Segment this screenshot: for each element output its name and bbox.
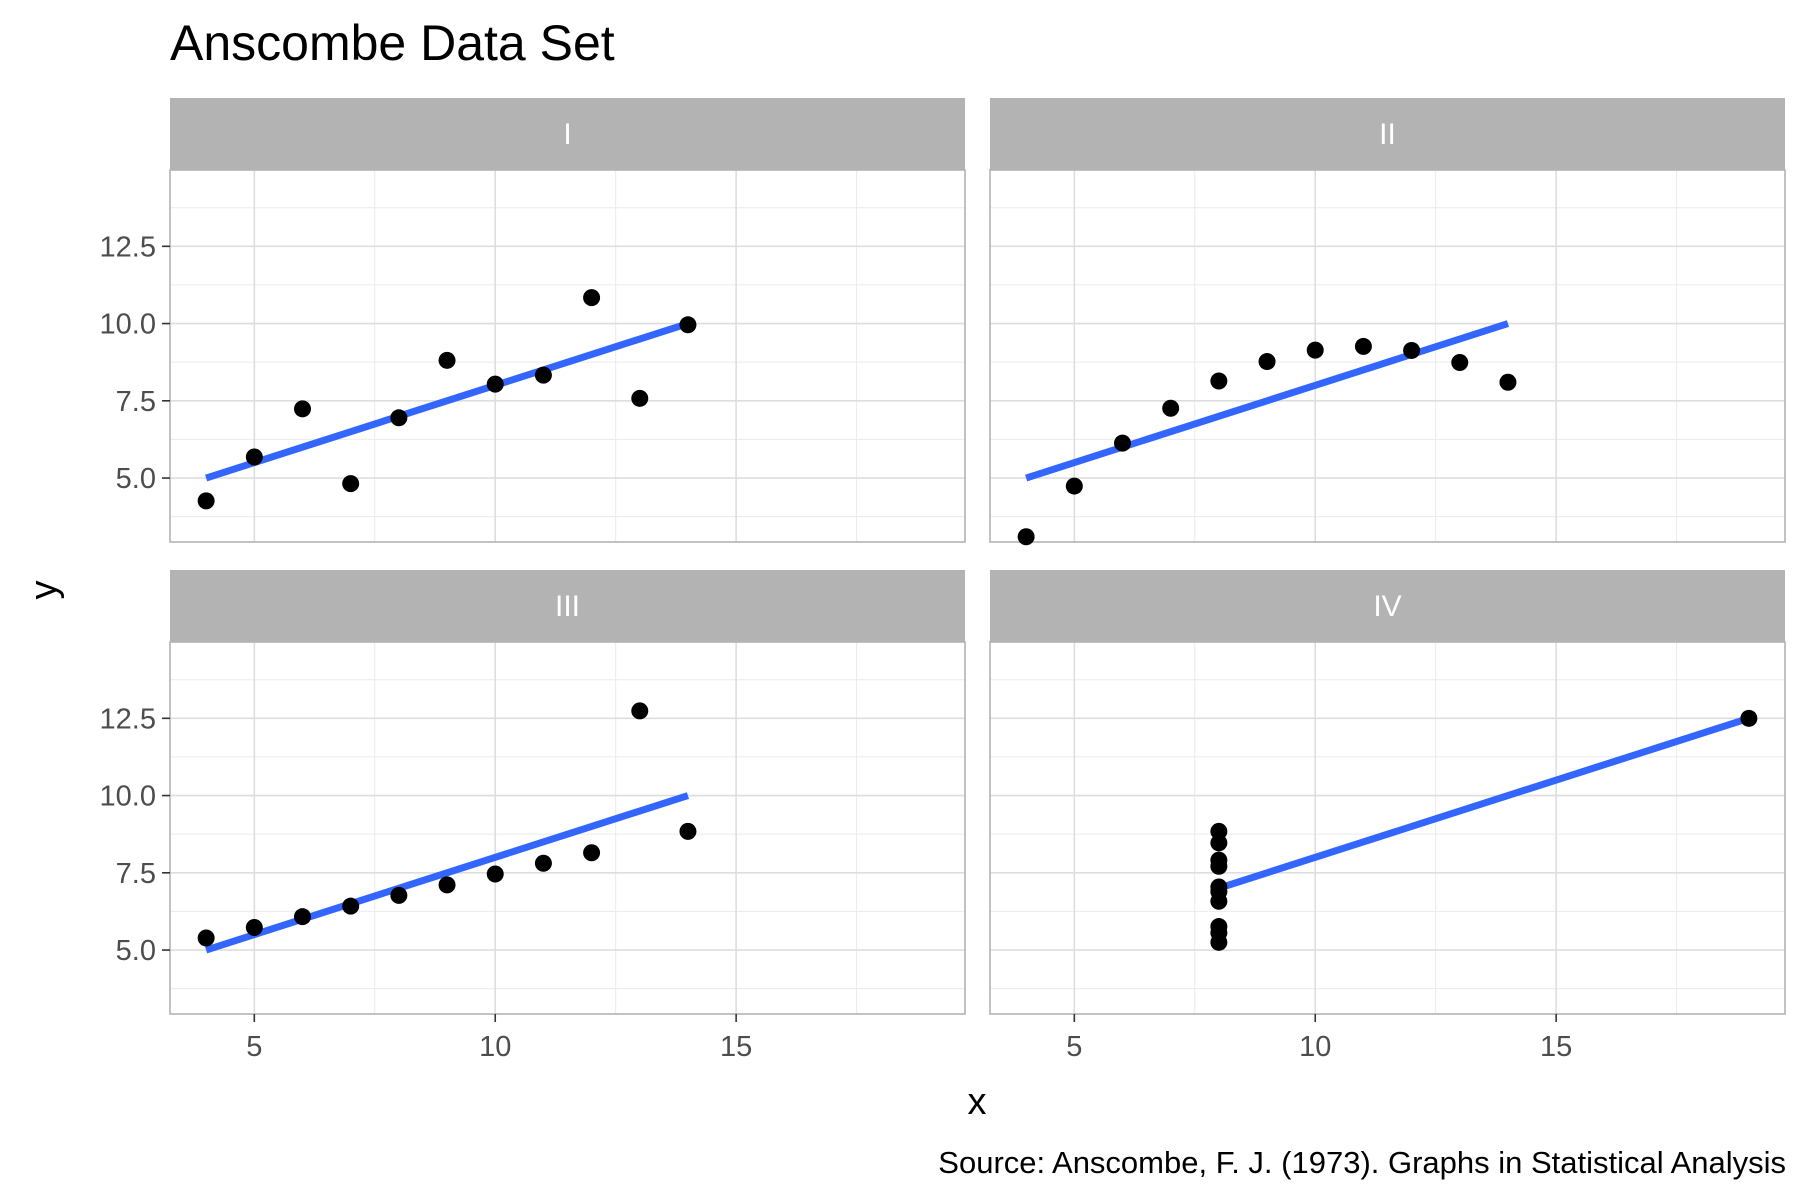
data-point bbox=[631, 389, 649, 407]
y-tick-label: 5.0 bbox=[116, 935, 156, 967]
x-axis-title: x bbox=[968, 1081, 987, 1123]
data-point bbox=[1162, 399, 1180, 417]
data-point bbox=[486, 865, 504, 883]
y-tick-label: 12.5 bbox=[100, 231, 156, 263]
data-point bbox=[534, 366, 552, 384]
fit-line bbox=[205, 792, 690, 954]
data-point bbox=[1210, 372, 1228, 390]
y-tick-label: 5.0 bbox=[116, 463, 156, 495]
data-point bbox=[1114, 434, 1131, 452]
panel-background bbox=[170, 642, 965, 1014]
data-point bbox=[342, 475, 360, 493]
x-tick-label: 10 bbox=[1299, 1031, 1331, 1063]
y-tick-label: 7.5 bbox=[116, 858, 156, 890]
y-tick-label: 10.0 bbox=[100, 781, 156, 813]
data-point bbox=[438, 876, 456, 894]
y-tick-label: 7.5 bbox=[116, 386, 156, 418]
data-point bbox=[197, 929, 215, 947]
data-point bbox=[1740, 709, 1758, 727]
data-point bbox=[1210, 883, 1228, 901]
data-point bbox=[245, 918, 263, 936]
facet-strip-label: I bbox=[563, 118, 571, 151]
facet-strip-label: III bbox=[555, 590, 580, 623]
panel-background bbox=[170, 170, 965, 542]
x-tick-label: 5 bbox=[1066, 1031, 1082, 1063]
facet-panel-III: III 5.0 7.5 10.0 12.5 5 10 15 bbox=[100, 570, 966, 1063]
data-point bbox=[390, 886, 408, 904]
data-point bbox=[679, 822, 697, 840]
x-tick-label: 10 bbox=[479, 1031, 511, 1063]
data-point bbox=[1499, 373, 1517, 391]
fit-line bbox=[1217, 714, 1750, 892]
panel-background bbox=[990, 170, 1785, 542]
facet-panel-IV: IV 5 10 15 bbox=[989, 570, 1786, 1063]
x-tick-label: 5 bbox=[246, 1031, 262, 1063]
y-tick-label: 12.5 bbox=[100, 703, 156, 735]
chart-title: Anscombe Data Set bbox=[170, 15, 615, 71]
data-point bbox=[1306, 341, 1324, 359]
data-point bbox=[583, 844, 601, 862]
x-tick-label: 15 bbox=[1540, 1031, 1572, 1063]
fit-line bbox=[205, 320, 690, 482]
facet-panel-II: II bbox=[989, 98, 1786, 546]
data-point bbox=[583, 289, 601, 307]
data-point bbox=[1451, 353, 1469, 371]
data-point bbox=[679, 316, 697, 334]
data-point bbox=[486, 375, 504, 393]
data-point bbox=[438, 351, 456, 369]
y-tick-label: 10.0 bbox=[100, 309, 156, 341]
fit-line bbox=[1025, 320, 1510, 482]
data-point bbox=[631, 702, 649, 720]
data-point bbox=[294, 908, 311, 926]
facet-strip bbox=[170, 570, 965, 642]
facet-strip-label: II bbox=[1379, 118, 1396, 151]
data-point bbox=[1017, 528, 1035, 546]
x-tick-label: 15 bbox=[720, 1031, 752, 1063]
facet-strip-label: IV bbox=[1373, 590, 1401, 623]
data-point bbox=[1210, 851, 1228, 869]
data-point bbox=[1354, 337, 1372, 355]
data-point bbox=[1210, 834, 1228, 852]
data-point bbox=[342, 897, 360, 915]
data-point bbox=[197, 492, 215, 510]
data-point bbox=[1065, 477, 1083, 495]
facet-strip bbox=[990, 570, 1785, 642]
facet-strip bbox=[990, 98, 1785, 170]
data-point bbox=[245, 448, 263, 466]
data-point bbox=[1258, 353, 1276, 371]
panel-background bbox=[990, 642, 1785, 1014]
facet-strip bbox=[170, 98, 965, 170]
data-point bbox=[294, 400, 311, 418]
data-point bbox=[534, 854, 552, 872]
y-axis-title: y bbox=[23, 581, 65, 600]
data-point bbox=[1210, 924, 1228, 942]
data-point bbox=[390, 409, 408, 427]
chart-caption: Source: Anscombe, F. J. (1973). Graphs i… bbox=[938, 1145, 1786, 1180]
facet-panel-I: I 5.0 7.5 10.0 12.5 bbox=[100, 98, 966, 543]
data-point bbox=[1403, 341, 1421, 359]
